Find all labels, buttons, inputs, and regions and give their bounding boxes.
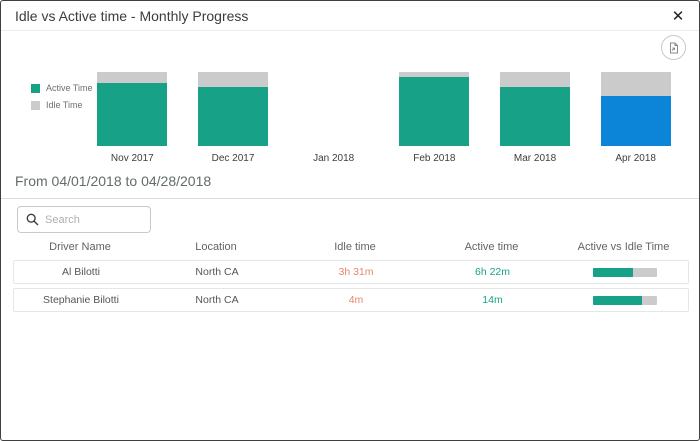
active-time-segment[interactable]	[500, 86, 571, 146]
driver-name-cell: Stephanie Bilotti	[43, 294, 119, 306]
chart-legend: Active Time Idle Time	[31, 83, 93, 117]
chart-column: Dec 2017	[183, 72, 284, 167]
legend-item-idle-time[interactable]: Idle Time	[31, 100, 93, 110]
driver-name-cell: Al Bilotti	[62, 266, 100, 278]
idle-time-cell: 4m	[348, 294, 364, 306]
driver-table-body: Al Bilotti North CA 3h 31m 6h 22m Stephanie …	[13, 260, 689, 316]
month-label: Mar 2018	[513, 153, 557, 164]
active-vs-idle-bar	[592, 267, 657, 277]
table-header: Driver Name Location Idle time Active ti…	[13, 241, 689, 253]
legend-label: Active Time	[46, 83, 93, 93]
active-time-segment[interactable]	[198, 86, 268, 146]
idle-time-segment[interactable]	[198, 72, 268, 87]
chart-column: Nov 2017	[82, 72, 183, 167]
active-time-swatch	[31, 83, 40, 93]
month-label: Feb 2018	[413, 153, 456, 164]
active-time-segment[interactable]	[600, 95, 671, 146]
stacked-bar[interactable]	[198, 72, 268, 146]
chart-column: Apr 2018	[585, 72, 686, 167]
bar-chart: Nov 2017 Dec 2017 Jan 2018 Feb 2018 Mar 2018…	[82, 72, 686, 167]
month-label: Apr 2018	[615, 153, 656, 164]
idle-time-swatch	[31, 100, 40, 110]
active-vs-idle-cell	[559, 295, 690, 305]
stacked-bar[interactable]	[600, 72, 671, 146]
idle-time-segment[interactable]	[500, 72, 571, 87]
month-label: Dec 2017	[211, 153, 255, 164]
dialog-header: Idle vs Active time - Monthly Progress ✕	[1, 1, 699, 31]
active-portion-fill	[592, 267, 634, 277]
legend-label: Idle Time	[46, 100, 83, 110]
column-header-location: Location	[195, 241, 237, 253]
stacked-bar[interactable]	[97, 72, 168, 146]
location-cell: North CA	[195, 266, 239, 278]
legend-item-active-time[interactable]: Active Time	[31, 83, 93, 93]
idle-time-cell: 3h 31m	[338, 266, 374, 278]
month-label: Jan 2018	[313, 153, 355, 164]
column-header-driver-name: Driver Name	[49, 241, 111, 253]
active-time-cell: 6h 22m	[474, 266, 511, 278]
idle-time-segment[interactable]	[600, 72, 671, 96]
active-time-segment[interactable]	[399, 77, 470, 146]
location-cell: North CA	[195, 294, 239, 306]
close-icon[interactable]: ✕	[667, 5, 689, 27]
export-image-button[interactable]	[661, 35, 686, 60]
active-time-cell: 14m	[482, 294, 503, 306]
chart-column: Mar 2018	[485, 72, 586, 167]
idle-time-segment[interactable]	[399, 72, 470, 78]
column-header-active-time: Active time	[464, 241, 519, 253]
period-heading: From 04/01/2018 to 04/28/2018	[1, 171, 699, 199]
chart-column: Jan 2018	[283, 72, 384, 167]
stacked-bar[interactable]	[500, 72, 571, 146]
active-portion-fill	[592, 295, 643, 305]
dialog-title: Idle vs Active time - Monthly Progress	[15, 7, 249, 24]
column-header-active-vs-idle: Active vs Idle Time	[577, 241, 670, 253]
idle-time-segment[interactable]	[97, 72, 168, 84]
active-time-segment[interactable]	[97, 83, 168, 146]
export-image-icon	[668, 42, 680, 54]
chart-column: Feb 2018	[384, 72, 485, 167]
search-icon	[26, 213, 39, 226]
column-header-idle-time: Idle time	[334, 241, 376, 253]
month-label: Nov 2017	[110, 153, 154, 164]
search-input[interactable]	[45, 213, 142, 226]
stacked-bar[interactable]	[399, 72, 470, 146]
search-box	[17, 206, 151, 233]
active-vs-idle-cell	[559, 267, 690, 277]
stacked-bar	[299, 72, 369, 146]
table-row[interactable]: Stephanie Bilotti North CA 4m 14m	[13, 288, 689, 312]
active-vs-idle-bar	[592, 295, 657, 305]
table-row[interactable]: Al Bilotti North CA 3h 31m 6h 22m	[13, 260, 689, 284]
